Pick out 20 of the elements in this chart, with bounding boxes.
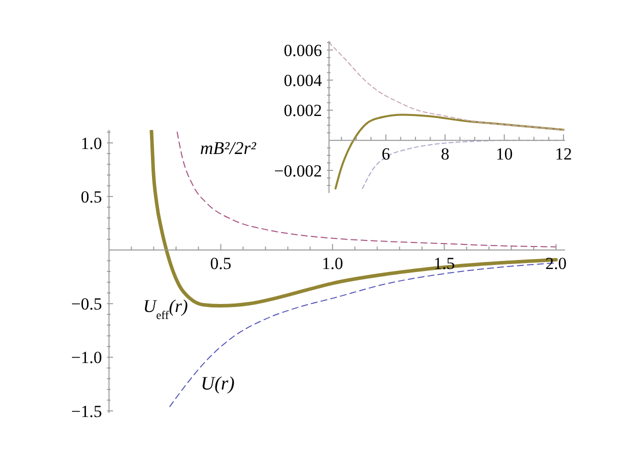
y-tick-label: −0.5 — [71, 294, 102, 314]
y-tick-label: 0.5 — [80, 187, 102, 206]
y-tick-label: 0.006 — [284, 40, 322, 60]
series-label: mB²/2r² — [200, 138, 257, 158]
x-tick-label: 1.0 — [322, 254, 344, 274]
series-label: U$_{eff}$(r) — [143, 296, 188, 322]
y-tick-label: −1.0 — [71, 348, 102, 368]
x-tick-label: 0.5 — [210, 254, 232, 274]
line-series — [176, 132, 557, 248]
line-series — [329, 42, 564, 130]
y-tick-label: −0.002 — [274, 161, 322, 180]
series-label: U(r) — [200, 374, 235, 395]
x-tick-label: 10 — [496, 144, 513, 164]
y-tick-label: −1.5 — [71, 402, 102, 421]
x-tick-label: 2.0 — [545, 254, 567, 274]
x-tick-label: 6 — [382, 144, 390, 164]
x-tick-label: 12 — [555, 144, 572, 164]
y-tick-label: 0.004 — [284, 71, 322, 90]
y-tick-label: 0.002 — [284, 101, 322, 120]
x-tick-label: 8 — [440, 144, 450, 164]
